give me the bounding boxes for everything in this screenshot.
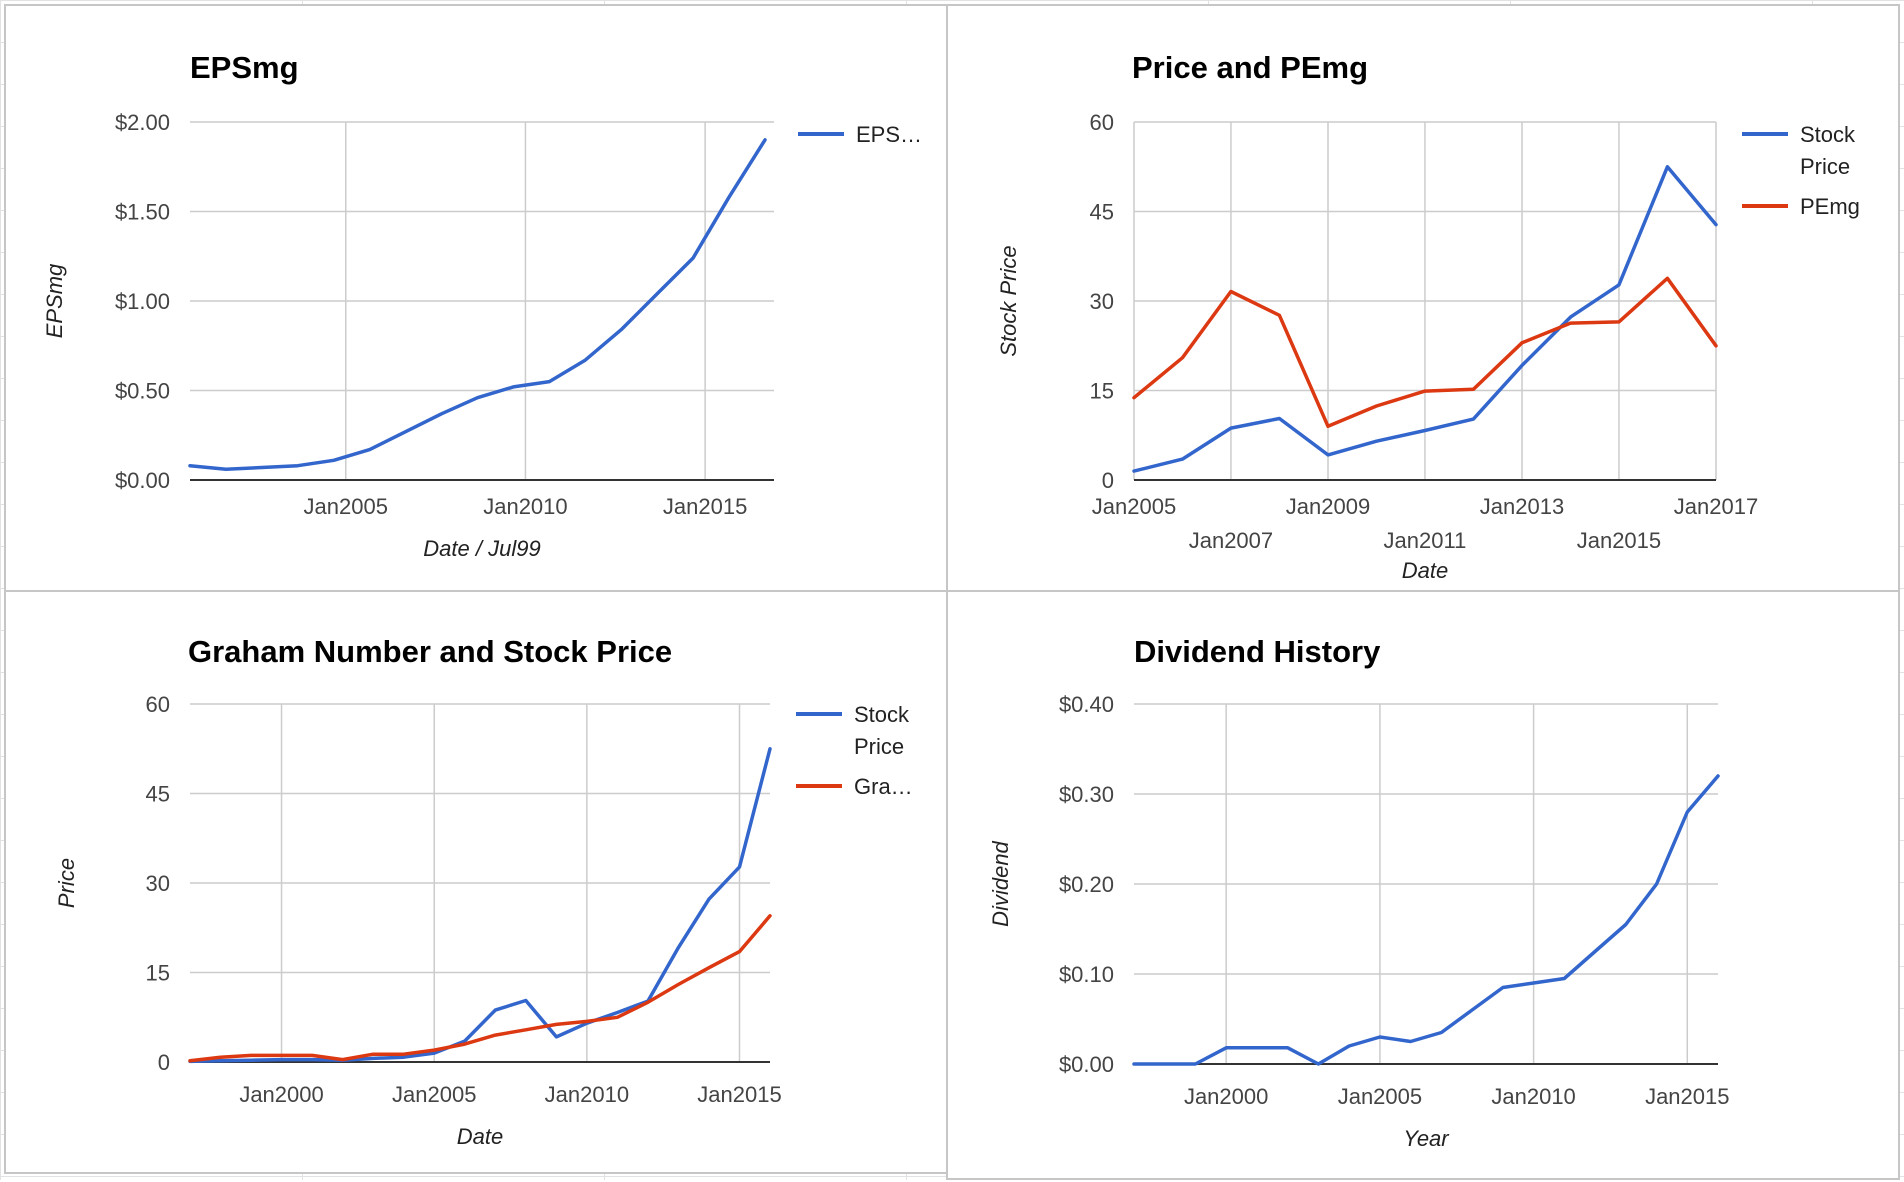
legend-label: Stock Price [1800,122,1856,179]
series-line-series [1132,774,1720,1066]
chart-panel-graham-number[interactable]: Graham Number and Stock Price 0 15 30 45 60 Ja… [4,590,948,1174]
chart-svg-dividend-history: Dividend History $0.00 $0.10 $0.20 $0.30 $0.4… [988,634,1729,1151]
x-tick-label: Jan2015 [697,1082,781,1107]
x-axis-title: Date [457,1124,503,1149]
chart-svg-epsmg: EPSmg $0.00 $0.50 $1.00 $1.50 $2.00 Jan2005 Jan… [42,50,922,561]
x-tick-label: Jan2015 [1577,528,1661,553]
legend-label: EPS… [856,122,922,147]
y-tick-label: $0.00 [1059,1052,1114,1077]
x-tick-label: Jan2013 [1480,494,1564,519]
series-line-stock-price [1132,165,1718,473]
x-tick-label: Jan2015 [663,494,747,519]
y-tick-label: $1.00 [115,289,170,314]
y-tick-label: 45 [146,782,170,807]
chart-panel-dividend-history[interactable]: Dividend History $0.00 $0.10 $0.20 $0.30 $0.4… [946,590,1900,1180]
y-tick-label: 0 [1102,468,1114,493]
y-axis-title: EPSmg [42,263,67,338]
series-line-pemg [1132,276,1718,429]
y-tick-label: $0.20 [1059,872,1114,897]
y-tick-label: $0.10 [1059,962,1114,987]
y-tick-label: $0.50 [115,379,170,404]
y-axis-title: Price [54,858,79,908]
x-axis-title: Date [1402,558,1448,583]
series-line-eps [188,138,767,472]
legend-label: Stock Price [854,702,910,759]
x-tick-label: Jan2000 [239,1082,323,1107]
y-axis-title: Dividend [988,840,1013,926]
x-tick-label: Jan2017 [1674,494,1758,519]
y-tick-label: $0.00 [115,468,170,493]
x-tick-label: Jan2005 [1338,1084,1422,1109]
y-tick-label: 60 [146,692,170,717]
y-tick-label: 30 [1090,289,1114,314]
chart-panel-epsmg[interactable]: EPSmg $0.00 $0.50 $1.00 $1.50 $2.00 Jan2005 Jan… [4,4,948,592]
series-line-stock-price [188,747,772,1064]
x-tick-label: Jan2009 [1286,494,1370,519]
y-tick-label: 60 [1090,110,1114,135]
x-tick-label: Jan2007 [1189,528,1273,553]
y-axis-title: Stock Price [996,245,1021,356]
chart-title: Price and PEmg [1132,50,1368,85]
legend-label: PEmg [1800,194,1860,219]
chart-title: EPSmg [190,50,299,85]
x-tick-label: Jan2015 [1645,1084,1729,1109]
y-tick-label: 30 [146,871,170,896]
x-tick-label: Jan2010 [545,1082,629,1107]
x-tick-label: Jan2010 [1491,1084,1575,1109]
y-tick-label: $2.00 [115,110,170,135]
y-tick-label: 15 [146,961,170,986]
chart-title: Graham Number and Stock Price [188,634,672,669]
x-tick-label: Jan2010 [483,494,567,519]
y-tick-label: 15 [1090,379,1114,404]
x-tick-label: Jan2005 [304,494,388,519]
series-line-gra [188,914,772,1063]
x-axis-title: Date / Jul99 [423,536,540,561]
y-tick-label: $0.30 [1059,782,1114,807]
x-axis-title: Year [1403,1126,1450,1151]
x-tick-label: Jan2005 [1092,494,1176,519]
chart-svg-graham-number: Graham Number and Stock Price 0 15 30 45 60 Ja… [54,634,913,1149]
y-tick-label: $0.40 [1059,692,1114,717]
x-tick-label: Jan2011 [1384,528,1467,553]
y-tick-label: 45 [1090,200,1114,225]
chart-svg-price-and-pemg: Price and PEmg 0 15 30 45 60 Jan2005 Jan2007 Jan… [996,50,1860,583]
legend-label: Gra… [854,774,913,799]
chart-panel-price-and-pemg[interactable]: Price and PEmg 0 15 30 45 60 Jan2005 Jan2007 Jan… [946,4,1900,592]
y-tick-label: 0 [158,1050,170,1075]
y-tick-label: $1.50 [115,200,170,225]
chart-title: Dividend History [1134,634,1381,669]
x-tick-label: Jan2000 [1184,1084,1268,1109]
x-tick-label: Jan2005 [392,1082,476,1107]
